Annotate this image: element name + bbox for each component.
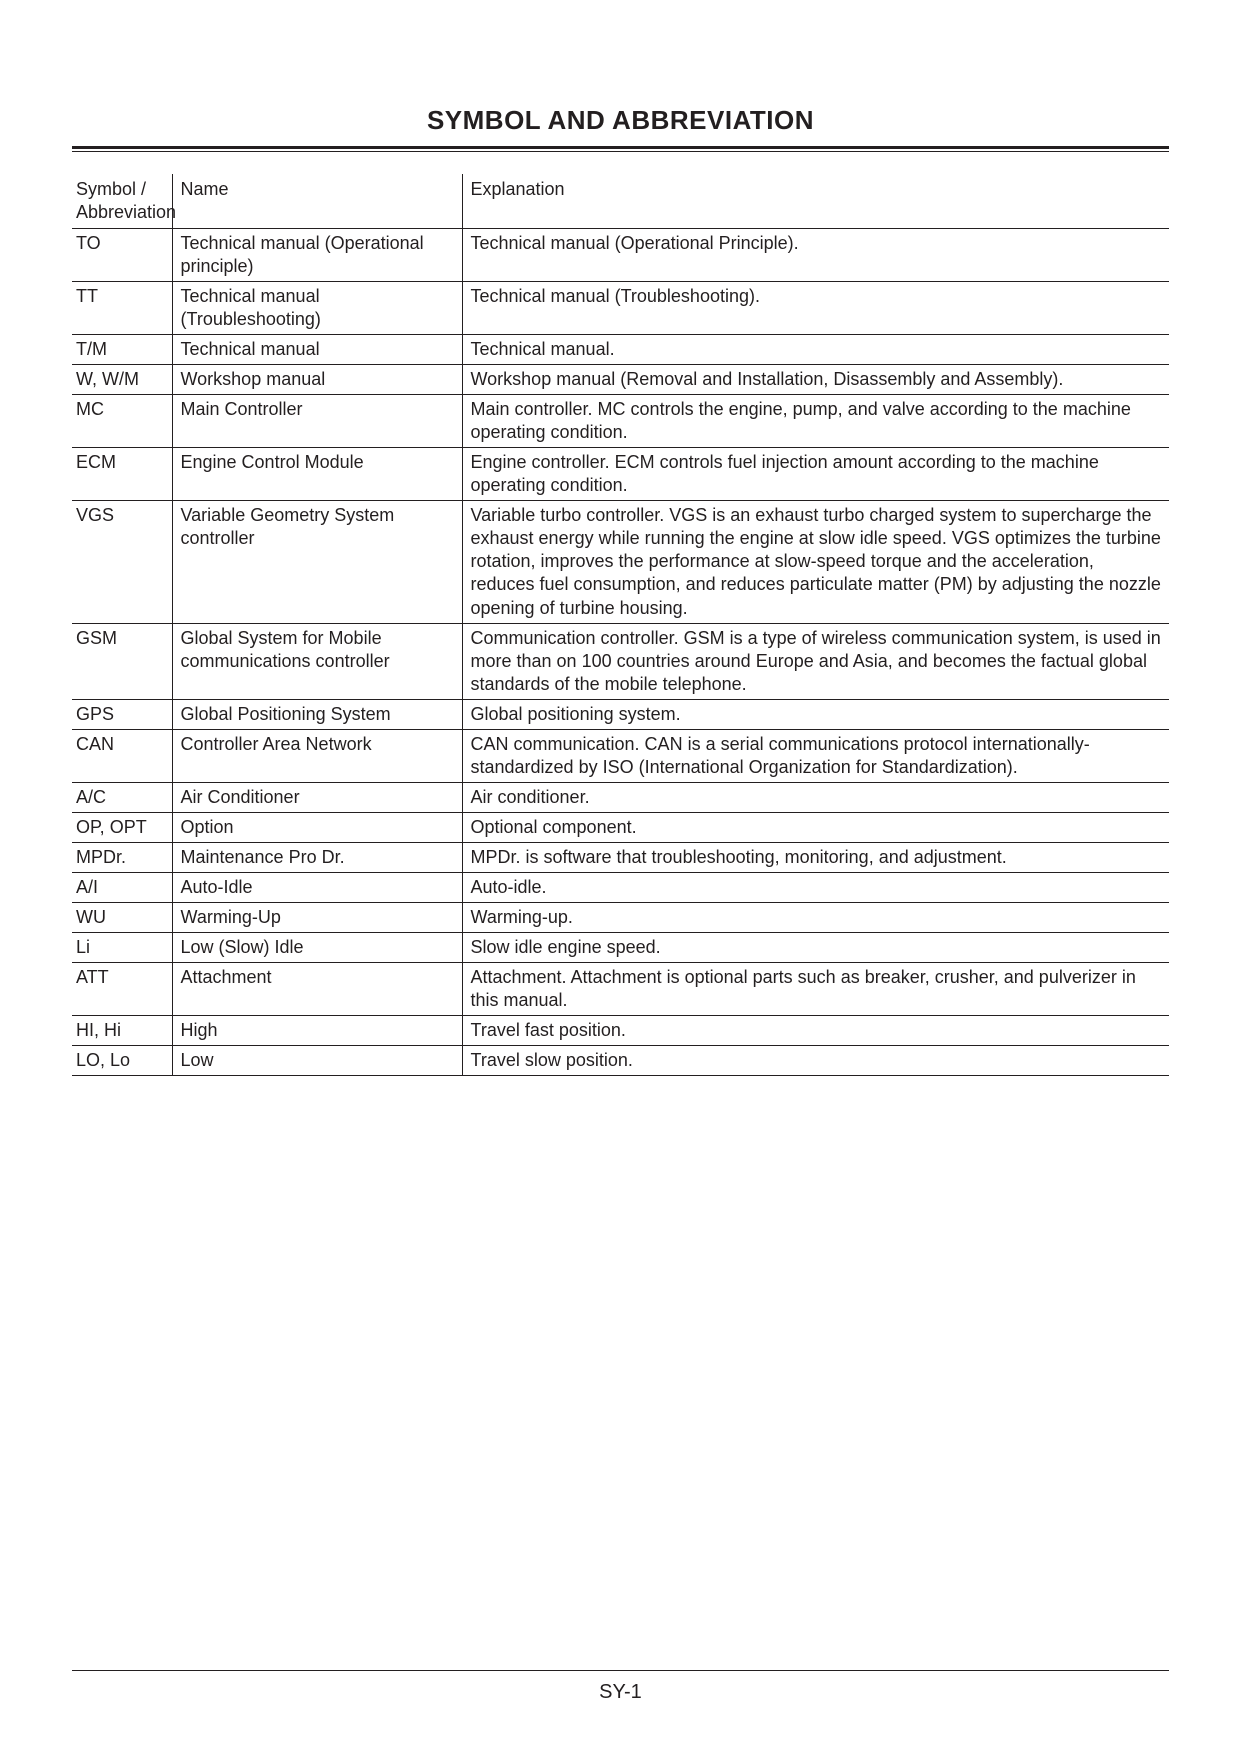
cell-symbol: CAN [72,729,172,782]
cell-explanation: Technical manual (Troubleshooting). [462,282,1169,335]
table-header-row: Symbol / Abbreviation Name Explanation [72,174,1169,229]
table-row: MCMain ControllerMain controller. MC con… [72,395,1169,448]
table-row: OP, OPTOptionOptional component. [72,812,1169,842]
table-row: GSMGlobal System for Mobile communicatio… [72,623,1169,699]
cell-name: Air Conditioner [172,782,462,812]
table-row: CANController Area NetworkCAN communicat… [72,729,1169,782]
col-header-explanation: Explanation [462,174,1169,229]
cell-symbol: ATT [72,962,172,1015]
cell-symbol: TT [72,282,172,335]
cell-explanation: Workshop manual (Removal and Installatio… [462,365,1169,395]
cell-explanation: MPDr. is software that troubleshooting, … [462,842,1169,872]
cell-symbol: GPS [72,699,172,729]
cell-explanation: Technical manual (Operational Principle)… [462,229,1169,282]
cell-symbol: A/C [72,782,172,812]
cell-explanation: Travel slow position. [462,1046,1169,1076]
table-row: LiLow (Slow) IdleSlow idle engine speed. [72,932,1169,962]
cell-symbol: GSM [72,623,172,699]
cell-name: Low [172,1046,462,1076]
table-row: T/MTechnical manualTechnical manual. [72,335,1169,365]
page-number: SY-1 [0,1681,1241,1704]
col-header-name: Name [172,174,462,229]
cell-symbol: LO, Lo [72,1046,172,1076]
cell-symbol: MPDr. [72,842,172,872]
cell-symbol: ECM [72,448,172,501]
cell-symbol: Li [72,932,172,962]
cell-name: Main Controller [172,395,462,448]
cell-name: Attachment [172,962,462,1015]
cell-name: Option [172,812,462,842]
table-row: WUWarming-UpWarming-up. [72,902,1169,932]
cell-name: Warming-Up [172,902,462,932]
cell-name: Maintenance Pro Dr. [172,842,462,872]
cell-symbol: TO [72,229,172,282]
cell-symbol: MC [72,395,172,448]
cell-symbol: OP, OPT [72,812,172,842]
cell-explanation: Attachment. Attachment is optional parts… [462,962,1169,1015]
table-row: TOTechnical manual (Operational principl… [72,229,1169,282]
table-row: VGSVariable Geometry System controllerVa… [72,501,1169,623]
table-row: TTTechnical manual (Troubleshooting)Tech… [72,282,1169,335]
table-row: W, W/MWorkshop manualWorkshop manual (Re… [72,365,1169,395]
cell-name: Technical manual [172,335,462,365]
page-title: SYMBOL AND ABBREVIATION [72,105,1169,146]
cell-symbol: T/M [72,335,172,365]
cell-explanation: Optional component. [462,812,1169,842]
cell-symbol: VGS [72,501,172,623]
cell-name: Global System for Mobile communications … [172,623,462,699]
table-row: LO, LoLowTravel slow position. [72,1046,1169,1076]
table-row: ECMEngine Control ModuleEngine controlle… [72,448,1169,501]
cell-explanation: Auto-idle. [462,872,1169,902]
page: SYMBOL AND ABBREVIATION Symbol / Abbrevi… [0,0,1241,1754]
table-row: A/IAuto-IdleAuto-idle. [72,872,1169,902]
abbreviation-table: Symbol / Abbreviation Name Explanation T… [72,174,1169,1076]
cell-symbol: W, W/M [72,365,172,395]
cell-explanation: Warming-up. [462,902,1169,932]
cell-name: Auto-Idle [172,872,462,902]
table-row: HI, HiHighTravel fast position. [72,1015,1169,1045]
col-header-symbol: Symbol / Abbreviation [72,174,172,229]
cell-explanation: Engine controller. ECM controls fuel inj… [462,448,1169,501]
cell-symbol: A/I [72,872,172,902]
table-row: MPDr.Maintenance Pro Dr.MPDr. is softwar… [72,842,1169,872]
cell-name: Controller Area Network [172,729,462,782]
table-row: A/CAir ConditionerAir conditioner. [72,782,1169,812]
cell-explanation: Slow idle engine speed. [462,932,1169,962]
cell-symbol: WU [72,902,172,932]
cell-name: Workshop manual [172,365,462,395]
cell-name: Global Positioning System [172,699,462,729]
cell-name: Engine Control Module [172,448,462,501]
cell-explanation: Main controller. MC controls the engine,… [462,395,1169,448]
footer-rule [72,1670,1169,1671]
table-row: ATTAttachmentAttachment. Attachment is o… [72,962,1169,1015]
cell-explanation: Air conditioner. [462,782,1169,812]
cell-explanation: Variable turbo controller. VGS is an exh… [462,501,1169,623]
cell-explanation: CAN communication. CAN is a serial commu… [462,729,1169,782]
cell-name: Technical manual (Troubleshooting) [172,282,462,335]
cell-explanation: Travel fast position. [462,1015,1169,1045]
cell-explanation: Global positioning system. [462,699,1169,729]
cell-symbol: HI, Hi [72,1015,172,1045]
cell-explanation: Technical manual. [462,335,1169,365]
cell-name: Variable Geometry System controller [172,501,462,623]
table-row: GPSGlobal Positioning SystemGlobal posit… [72,699,1169,729]
cell-name: High [172,1015,462,1045]
title-double-rule [72,146,1169,152]
cell-name: Low (Slow) Idle [172,932,462,962]
cell-explanation: Communication controller. GSM is a type … [462,623,1169,699]
cell-name: Technical manual (Operational principle) [172,229,462,282]
